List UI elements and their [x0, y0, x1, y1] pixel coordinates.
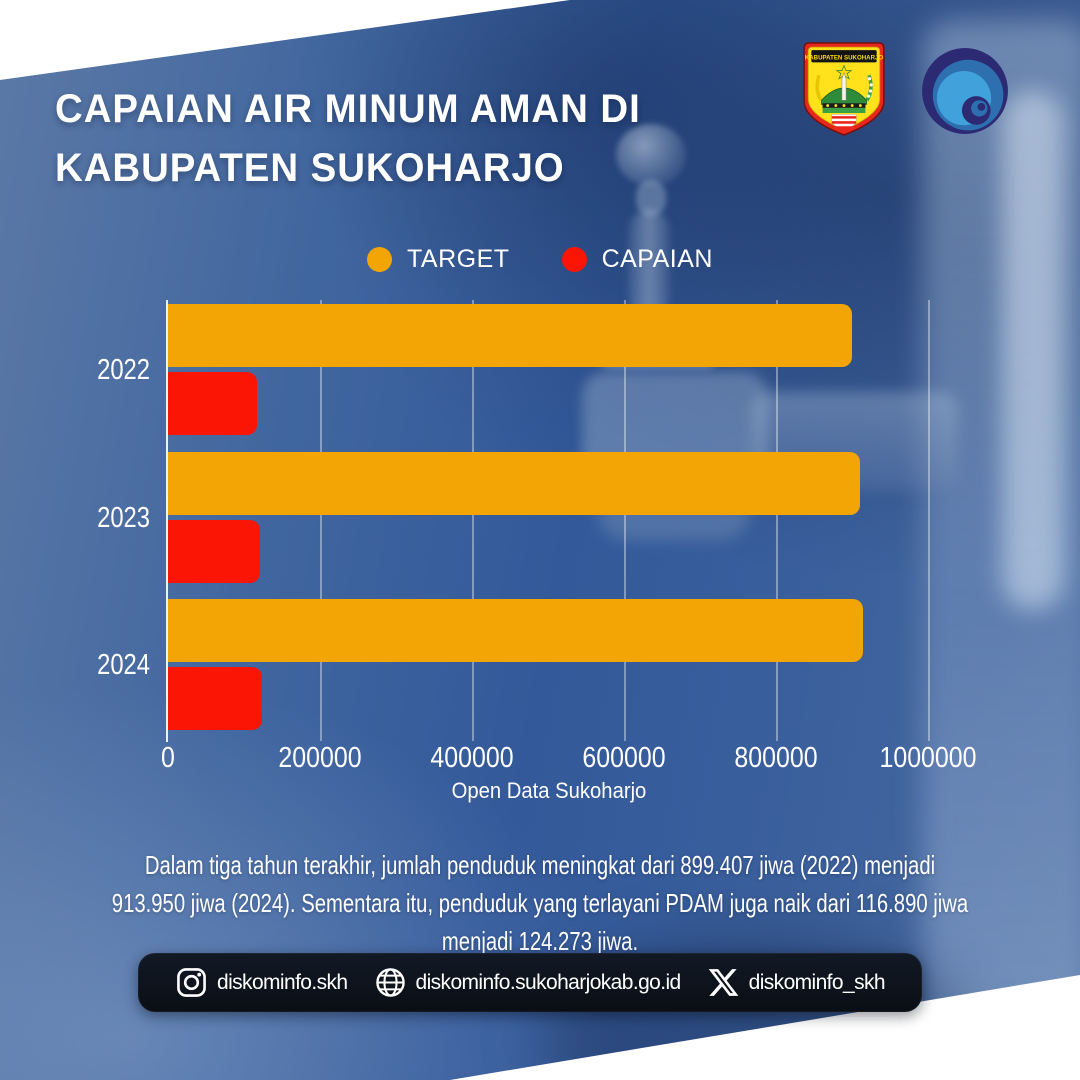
bar-target-2023	[168, 452, 860, 515]
page-title: CAPAIAN AIR MINUM AMAN DI KABUPATEN SUKO…	[55, 80, 641, 198]
x-icon	[708, 969, 739, 996]
legend-item-capaian: CAPAIAN	[561, 245, 713, 274]
crest-cotton-stalk	[865, 74, 873, 102]
x-tick-label: 400000	[430, 742, 514, 774]
crest-field	[822, 107, 866, 114]
y-axis-line	[166, 300, 168, 742]
description-paragraph: Dalam tiga tahun terakhir, jumlah pendud…	[41, 846, 1039, 960]
footer-website-url: diskominfo.sukoharjokab.go.id	[415, 970, 682, 994]
footer-instagram-handle: diskominfo.skh	[217, 970, 348, 994]
crest-banner-text: KABUPATEN SUKOHARJO	[805, 54, 884, 61]
footer-x-handle: diskominfo_skh	[748, 970, 886, 994]
footer-x-twitter[interactable]: diskominfo_skh	[707, 966, 886, 999]
legend-item-target: TARGET	[367, 245, 510, 274]
crest-monument	[841, 71, 847, 101]
x-axis-ticks: 0 200000 400000 600000 800000 1000000	[0, 742, 1080, 776]
sukoharjo-crest-logo: KABUPATEN SUKOHARJO	[803, 42, 885, 136]
y-label-2023: 2023	[97, 502, 150, 534]
x-tick-label: 200000	[278, 742, 362, 774]
gridline	[776, 300, 778, 741]
target-legend-dot	[367, 247, 393, 272]
footer-instagram[interactable]: diskominfo.skh	[175, 966, 348, 999]
capaian-legend-label: CAPAIAN	[601, 245, 713, 273]
crest-rice-stalk	[815, 74, 823, 102]
bar-capaian-2023	[168, 520, 260, 583]
chart-legend: TARGET CAPAIAN	[0, 245, 1080, 274]
bar-capaian-2024	[168, 667, 262, 730]
x-tick-label: 1000000	[879, 742, 977, 774]
description-line1: Dalam tiga tahun terakhir, jumlah pendud…	[144, 850, 936, 880]
kominfo-logo	[922, 48, 1008, 134]
bar-target-2022	[168, 304, 852, 367]
globe-icon	[375, 968, 405, 997]
bar-capaian-2022	[168, 372, 257, 435]
y-label-2024: 2024	[97, 649, 150, 681]
x-tick-label: 0	[161, 742, 175, 774]
gridline	[320, 300, 322, 741]
gridline	[472, 300, 474, 741]
footer-social-bar: diskominfo.skh diskominfo.sukoharjokab.g…	[138, 953, 922, 1012]
description-line3: menjadi 124.273 jiwa.	[441, 926, 639, 956]
instagram-icon	[177, 968, 206, 997]
footer-website[interactable]: diskominfo.sukoharjokab.go.id	[374, 966, 681, 999]
y-label-2022: 2022	[97, 354, 150, 386]
crest-banner	[811, 50, 877, 63]
page-title-line1: CAPAIAN AIR MINUM AMAN DI	[55, 87, 641, 131]
description-line2: 913.950 jiwa (2024). Sementara itu, pend…	[111, 888, 969, 918]
x-tick-label: 800000	[734, 742, 818, 774]
page-title-line2: KABUPATEN SUKOHARJO	[55, 146, 565, 190]
gridline	[928, 300, 930, 741]
x-tick-label: 600000	[582, 742, 666, 774]
target-legend-label: TARGET	[407, 245, 510, 273]
bar-target-2024	[168, 599, 863, 662]
gridline	[624, 300, 626, 741]
capaian-legend-dot	[561, 247, 587, 272]
chart-caption: Open Data Sukoharjo	[451, 778, 647, 803]
